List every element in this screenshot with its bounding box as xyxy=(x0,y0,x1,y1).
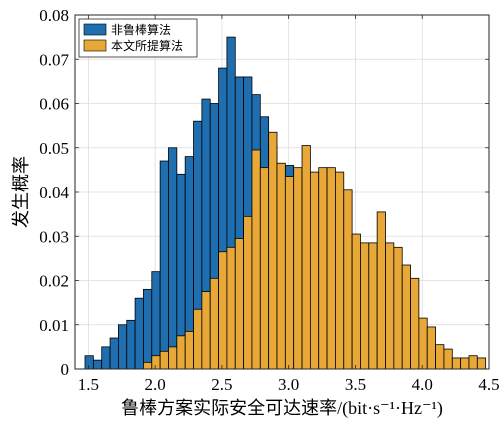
bar-non-robust-6 xyxy=(134,297,144,370)
bar-proposed-11 xyxy=(234,238,245,370)
bar-proposed-15 xyxy=(268,131,278,370)
bar-proposed-33 xyxy=(418,317,428,370)
x-tick-label-2: 2.5 xyxy=(211,375,232,394)
legend-label-non-robust: 非鲁棒算法 xyxy=(111,22,171,37)
bar-proposed-7 xyxy=(201,291,211,370)
y-tick-label-6: 0.06 xyxy=(39,95,69,114)
bar-proposed-16 xyxy=(276,162,286,370)
bar-non-robust-3 xyxy=(109,337,119,370)
y-axis-title: 发生概率 xyxy=(11,156,31,228)
bar-non-robust-8 xyxy=(151,271,161,370)
bar-non-robust-10 xyxy=(168,147,178,370)
bar-proposed-20 xyxy=(309,171,320,370)
bar-proposed-36 xyxy=(443,348,453,370)
x-tick-label-1: 2.0 xyxy=(145,375,166,394)
bar-proposed-21 xyxy=(318,167,328,370)
bar-proposed-24 xyxy=(343,189,353,370)
x-axis-ticks: 1.5 2.0 2.5 3.0 3.5 4.0 4.5 xyxy=(78,15,500,394)
bar-proposed-27 xyxy=(368,242,378,370)
x-tick-label-4: 3.5 xyxy=(345,375,366,394)
y-tick-label-4: 0.04 xyxy=(39,183,69,202)
bar-proposed-1 xyxy=(151,355,161,370)
y-tick-label-1: 0.01 xyxy=(39,316,69,335)
bar-non-robust-1 xyxy=(92,359,103,370)
y-axis-ticks: 0 0.01 0.02 0.03 0.04 0.05 0.06 0.07 0.08 xyxy=(39,6,489,379)
legend-label-proposed: 本文所提算法 xyxy=(111,38,183,53)
legend-swatch-proposed xyxy=(83,39,107,52)
bar-non-robust-9 xyxy=(159,160,169,370)
x-axis-title: 鲁棒方案实际安全可达速率/(bit·s⁻¹·Hz⁻¹) xyxy=(121,398,443,419)
bar-proposed-32 xyxy=(410,277,420,370)
bar-proposed-30 xyxy=(393,246,403,370)
bar-non-robust-0 xyxy=(84,355,94,370)
bar-non-robust-4 xyxy=(118,324,128,370)
bar-proposed-12 xyxy=(243,215,253,370)
bar-proposed-28 xyxy=(376,211,386,370)
bar-non-robust-5 xyxy=(126,319,136,370)
bar-proposed-23 xyxy=(335,171,345,370)
y-tick-label-7: 0.07 xyxy=(39,50,69,69)
bar-proposed-39 xyxy=(468,355,478,370)
bar-proposed-25 xyxy=(351,233,361,370)
bar-non-robust-7 xyxy=(143,288,153,370)
bar-proposed-8 xyxy=(209,277,219,370)
legend-swatch-non-robust xyxy=(83,23,107,36)
bar-proposed-3 xyxy=(168,346,178,370)
y-tick-label-0: 0 xyxy=(61,360,70,379)
y-tick-label-3: 0.03 xyxy=(39,227,69,246)
series-proposed-bars xyxy=(143,131,487,370)
x-tick-label-3: 3.0 xyxy=(278,375,299,394)
x-tick-label-5: 4.0 xyxy=(412,375,433,394)
bar-proposed-13 xyxy=(251,149,261,370)
x-tick-label-6: 4.5 xyxy=(478,375,499,394)
bar-proposed-37 xyxy=(451,357,462,370)
x-tick-label-0: 1.5 xyxy=(78,375,99,394)
bar-proposed-5 xyxy=(184,330,194,370)
bar-proposed-17 xyxy=(284,176,295,370)
bar-proposed-14 xyxy=(259,167,270,370)
legend: 非鲁棒算法 本文所提算法 xyxy=(78,18,198,58)
bar-proposed-38 xyxy=(460,357,470,370)
bar-proposed-22 xyxy=(326,167,336,370)
bar-proposed-19 xyxy=(301,145,311,370)
bar-proposed-4 xyxy=(176,335,186,370)
y-tick-label-8: 0.08 xyxy=(39,6,69,25)
bar-proposed-0 xyxy=(143,361,153,370)
y-tick-label-2: 0.02 xyxy=(39,272,69,291)
bar-non-robust-2 xyxy=(101,346,111,370)
bar-proposed-9 xyxy=(218,251,228,370)
y-tick-label-5: 0.05 xyxy=(39,139,69,158)
bar-proposed-29 xyxy=(385,242,395,370)
bar-proposed-35 xyxy=(435,344,445,370)
bar-proposed-18 xyxy=(293,167,303,370)
bar-proposed-40 xyxy=(476,357,487,370)
bar-proposed-34 xyxy=(426,326,436,370)
bar-proposed-26 xyxy=(360,242,370,370)
bar-proposed-2 xyxy=(159,350,169,370)
bar-proposed-10 xyxy=(226,246,236,370)
bar-proposed-6 xyxy=(193,308,203,370)
bar-proposed-31 xyxy=(401,264,411,370)
